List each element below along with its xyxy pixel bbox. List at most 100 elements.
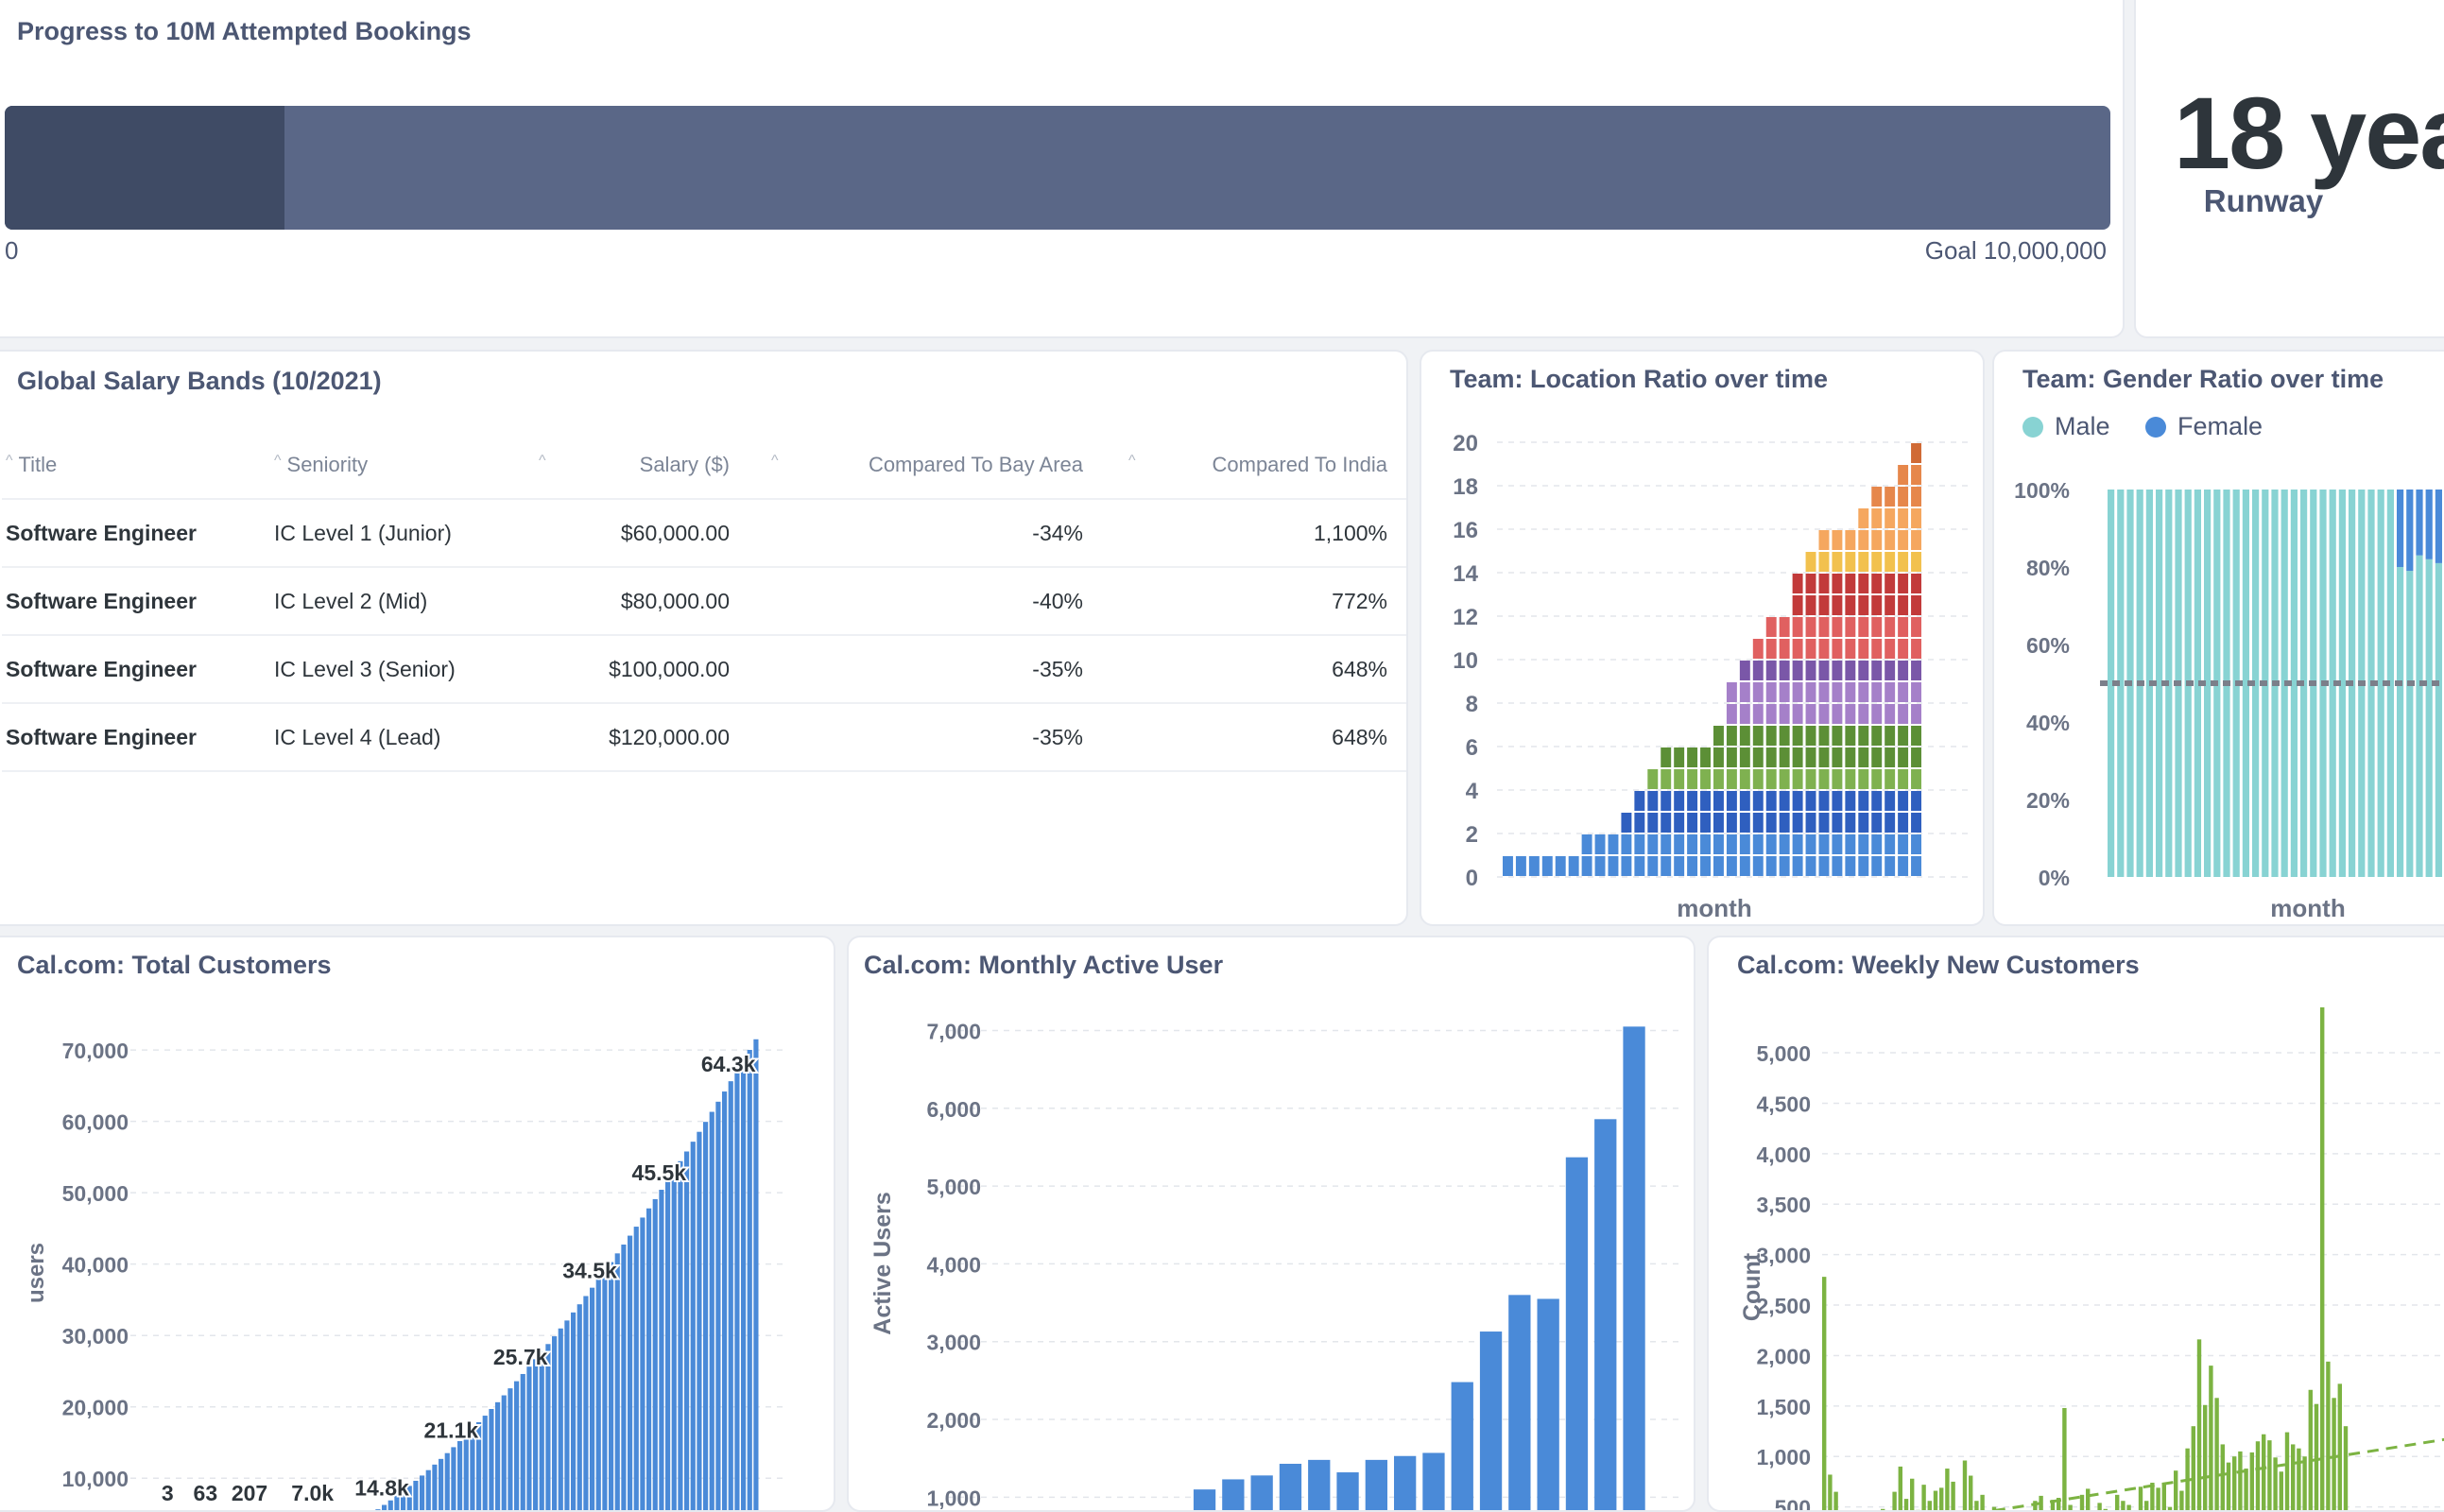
bar-segment (1911, 487, 1921, 507)
bar-segment (1752, 661, 1764, 680)
bar-segment (1661, 813, 1672, 833)
bar-segment (1911, 595, 1921, 615)
bar-segment (1845, 726, 1856, 746)
monthly-active-user-card[interactable]: Cal.com: Monthly Active User 1,000 2,000 3… (847, 936, 1695, 1512)
bar (1969, 1475, 1973, 1510)
sort-icon: ^ (274, 452, 282, 469)
bar-segment (1792, 617, 1803, 637)
bar-segment (1792, 813, 1803, 833)
bar-segment (1845, 617, 1856, 637)
column-header-salary[interactable]: ^ Salary ($) (539, 431, 730, 500)
bar-segment (1898, 682, 1909, 702)
bar (602, 1270, 608, 1510)
bar-segment (1739, 726, 1750, 746)
bar-segment (1739, 661, 1750, 680)
bar-segment (1726, 856, 1737, 876)
bar-segment (1594, 834, 1606, 854)
bar-segment (1818, 813, 1830, 833)
y-tick-label: 4 (1466, 779, 1479, 804)
table-row[interactable]: Software Engineer IC Level 3 (Senior) $1… (2, 635, 1406, 704)
bar-segment (1739, 813, 1750, 833)
total-customers-card[interactable]: Cal.com: Total Customers 10,000 20,000 30,… (0, 936, 835, 1512)
bar-segment (1871, 682, 1883, 702)
table-row[interactable]: Software Engineer IC Level 4 (Lead) $120… (2, 703, 1406, 772)
bar-segment (1621, 856, 1632, 876)
cell-title: Software Engineer (2, 703, 274, 772)
bar (2156, 1487, 2160, 1510)
bar-segment (1871, 661, 1883, 680)
bar-segment (1687, 769, 1698, 789)
salary-bands-card[interactable]: Global Salary Bands (10/2021) ^ Title ^ Se… (0, 350, 1408, 926)
bar-segment (1898, 574, 1909, 593)
bar-segment (1792, 856, 1803, 876)
bar-segment (1845, 747, 1856, 767)
bar-segment (1858, 639, 1869, 659)
column-header-india[interactable]: ^ Compared To India (1083, 431, 1387, 500)
runway-value: 18 yea (2174, 76, 2444, 190)
bar (2086, 1488, 2091, 1510)
table-row[interactable]: Software Engineer IC Level 1 (Junior) $6… (2, 499, 1406, 568)
y-tick-label: 3,000 (926, 1331, 981, 1355)
bar-segment (1845, 530, 1856, 550)
total-customers-chart: 10,000 20,000 30,000 40,000 50,000 60,000 70,0… (24, 1039, 783, 1510)
bar (1974, 1501, 1979, 1510)
bar-segment (1845, 856, 1856, 876)
bar (420, 1475, 425, 1510)
progress-card[interactable]: Progress to 10M Attempted Bookings 0 Goa… (0, 0, 2125, 338)
bar-segment (1871, 639, 1883, 659)
legend-item-male[interactable]: Male (2022, 412, 2110, 440)
bar-segment (1647, 769, 1659, 789)
bar-segment (1858, 530, 1869, 550)
legend-label-male: Male (2055, 412, 2110, 440)
bar-segment (1541, 856, 1553, 876)
cell-spacer (1387, 635, 1406, 704)
bar-segment (1752, 856, 1764, 876)
y-axis-label: users (24, 1243, 49, 1303)
bar-segment (1885, 508, 1896, 528)
bar-segment (1713, 791, 1724, 811)
bar-male (2290, 490, 2298, 877)
column-header-seniority[interactable]: ^ Seniority (274, 431, 548, 500)
y-tick-label: 10,000 (62, 1467, 129, 1491)
bar (2115, 1494, 2120, 1510)
bar-segment (1661, 791, 1672, 811)
bar (457, 1440, 463, 1510)
sort-icon: ^ (6, 452, 13, 469)
bar (659, 1190, 664, 1510)
y-tick-label: 70,000 (62, 1039, 129, 1063)
bar-segment (1845, 834, 1856, 854)
bar-segment (1779, 682, 1790, 702)
bar-segment (1765, 834, 1777, 854)
bar-segment (1752, 769, 1764, 789)
cell-title: Software Engineer (2, 499, 274, 568)
legend-dot-male (2022, 417, 2043, 438)
y-tick-label: 80% (2026, 556, 2070, 580)
location-ratio-card[interactable]: Team: Location Ratio over time 0 2 4 6 8 10 12… (1420, 350, 1985, 926)
y-tick-label: 20 (1453, 431, 1478, 456)
bar-segment (1818, 834, 1830, 854)
legend-label-female: Female (2177, 412, 2263, 440)
bar-segment (1858, 617, 1869, 637)
monthly-active-user-title: Cal.com: Monthly Active User (864, 951, 1224, 979)
table-row[interactable]: Software Engineer IC Level 2 (Mid) $80,0… (2, 567, 1406, 636)
runway-card[interactable]: 18 yea Runway (2134, 0, 2444, 338)
column-header-bay-area[interactable]: ^ Compared To Bay Area (730, 431, 1083, 500)
column-header-title[interactable]: ^ Title (2, 431, 274, 500)
legend-item-female[interactable]: Female (2145, 412, 2263, 440)
bar-female (2425, 490, 2433, 559)
bar (2220, 1444, 2225, 1510)
bar-segment (1779, 704, 1790, 724)
bar (697, 1131, 702, 1510)
bar (1623, 1026, 1645, 1510)
bar-segment (1700, 834, 1711, 854)
gender-ratio-card[interactable]: Team: Gender Ratio over time Male Female… (1992, 350, 2444, 926)
bar-segment (1805, 682, 1816, 702)
bar (495, 1401, 501, 1510)
bar-male (2406, 571, 2414, 877)
weekly-new-customers-card[interactable]: Cal.com: Weekly New Customers 500 1,000 1,… (1707, 936, 2444, 1512)
bar-segment (1765, 856, 1777, 876)
bar (2343, 1426, 2349, 1510)
bar-segment (1871, 834, 1883, 854)
bar (571, 1312, 577, 1510)
bar-segment (1792, 747, 1803, 767)
